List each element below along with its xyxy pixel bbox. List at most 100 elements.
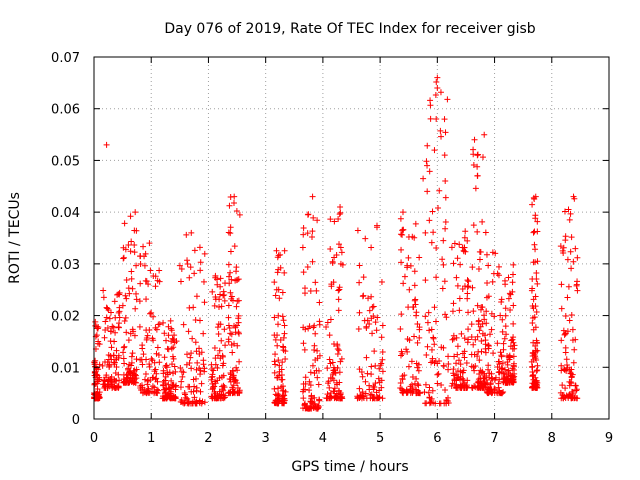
data-point (93, 332, 100, 339)
data-point (453, 274, 460, 281)
data-point (360, 292, 367, 299)
data-point (423, 158, 430, 165)
data-point (232, 277, 239, 284)
data-point (329, 258, 336, 265)
data-point (376, 365, 383, 372)
data-point (440, 237, 447, 244)
data-point (125, 337, 132, 344)
data-point (491, 313, 498, 320)
x-axis-title: GPS time / hours (291, 459, 408, 475)
data-point (433, 274, 440, 281)
data-point (214, 352, 221, 359)
data-point (397, 384, 404, 391)
data-point (369, 304, 376, 311)
data-point (494, 364, 501, 371)
data-point (429, 208, 436, 215)
data-point (399, 375, 406, 382)
data-point (146, 363, 153, 370)
data-point (311, 370, 318, 377)
data-point (225, 302, 232, 309)
data-point (144, 377, 151, 384)
data-point (334, 381, 341, 388)
data-point (528, 358, 535, 365)
data-point (464, 339, 471, 346)
data-point (442, 177, 449, 184)
data-point (133, 290, 140, 297)
data-point (233, 208, 240, 215)
data-point (219, 386, 226, 393)
data-point (363, 354, 370, 361)
data-point (464, 284, 471, 291)
data-point (112, 329, 119, 336)
data-point (572, 336, 579, 343)
data-point (162, 389, 169, 396)
data-point (567, 210, 574, 217)
data-point (274, 332, 281, 339)
data-point (479, 218, 486, 225)
data-point (143, 336, 150, 343)
data-point (274, 342, 281, 349)
data-point (276, 392, 283, 399)
data-point (272, 361, 279, 368)
x-tick-label: 1 (147, 431, 155, 446)
data-point (137, 260, 144, 267)
data-point (218, 383, 225, 390)
data-point (479, 384, 486, 391)
data-point (225, 314, 232, 321)
data-point (378, 278, 385, 285)
data-point (179, 373, 186, 380)
data-point (169, 335, 176, 342)
data-point (112, 369, 119, 376)
data-point (422, 381, 429, 388)
data-point (334, 351, 341, 358)
data-point (132, 305, 139, 312)
data-point (397, 215, 404, 222)
data-point (373, 222, 380, 229)
data-point (272, 292, 279, 299)
data-point (210, 367, 217, 374)
data-point (310, 214, 317, 221)
data-point (230, 200, 237, 207)
data-point (333, 252, 340, 259)
data-point (314, 347, 321, 354)
data-point (122, 292, 129, 299)
data-point (470, 341, 477, 348)
data-point (529, 363, 536, 370)
data-point (122, 246, 129, 253)
data-point (359, 373, 366, 380)
data-point (338, 249, 345, 256)
data-point (434, 380, 441, 387)
data-point (422, 229, 429, 236)
data-point (160, 393, 167, 400)
data-point (147, 310, 154, 317)
data-point (227, 224, 234, 231)
data-point (232, 329, 239, 336)
data-point (463, 359, 470, 366)
data-point (478, 337, 485, 344)
data-point (441, 116, 448, 123)
data-point (533, 308, 540, 315)
data-point (485, 262, 492, 269)
data-point (162, 373, 169, 380)
data-point (149, 335, 156, 342)
data-point (566, 317, 573, 324)
data-point (309, 399, 316, 406)
data-point (177, 365, 184, 372)
data-point (561, 331, 568, 338)
data-point (101, 358, 108, 365)
data-point (106, 362, 113, 369)
data-point (489, 375, 496, 382)
data-point (233, 364, 240, 371)
data-point (197, 267, 204, 274)
data-point (197, 388, 204, 395)
data-point (279, 313, 286, 320)
data-point (532, 193, 539, 200)
plot-frame (93, 56, 610, 420)
data-point (96, 374, 103, 381)
data-point (568, 234, 575, 241)
data-point (146, 240, 153, 247)
data-point (464, 290, 471, 297)
data-point (281, 395, 288, 402)
data-point (221, 326, 228, 333)
data-point (492, 250, 499, 257)
